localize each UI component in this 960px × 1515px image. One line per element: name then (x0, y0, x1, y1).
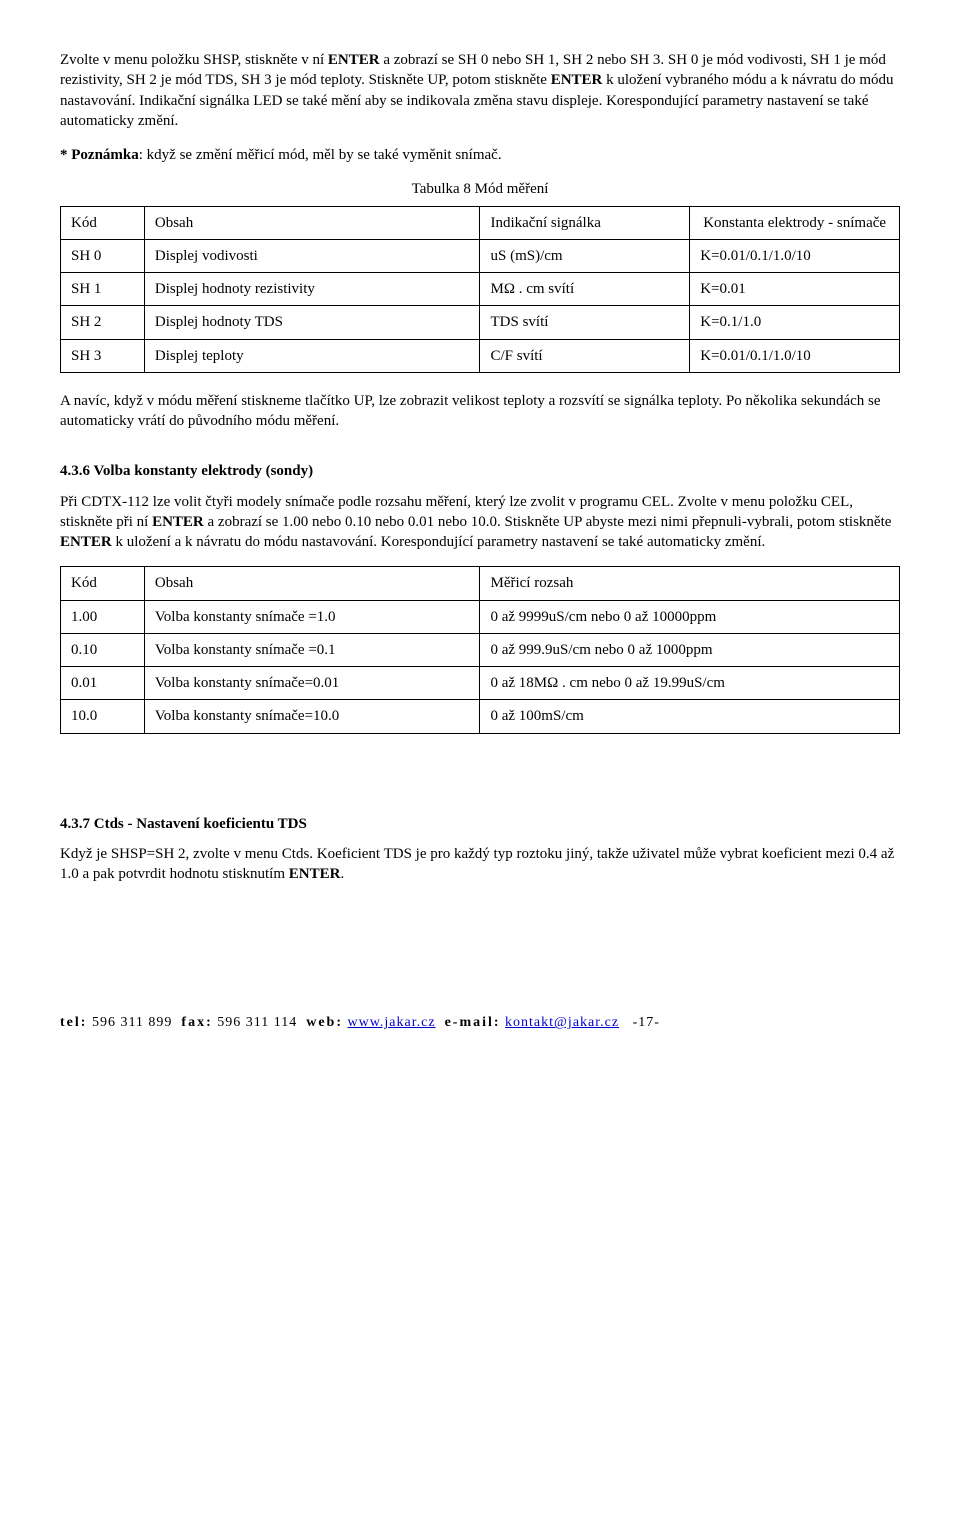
text: a zobrazí se 1.00 nebo 0.10 nebo 0.01 ne… (204, 514, 892, 530)
header-code: Kód (61, 567, 145, 600)
cell: 0 až 999.9uS/cm nebo 0 až 1000ppm (480, 633, 900, 666)
cell: Displej hodnoty TDS (144, 306, 480, 339)
header-content: Obsah (144, 206, 480, 239)
cell: SH 2 (61, 306, 145, 339)
email-label: e-mail: (445, 1015, 501, 1030)
cell: Volba konstanty snímače=0.01 (144, 667, 480, 700)
cell: C/F svítí (480, 339, 690, 372)
cell: K=0.01 (690, 273, 900, 306)
paragraph-up-note: A navíc, když v módu měření stiskneme tl… (60, 391, 900, 432)
cell: Displej teploty (144, 339, 480, 372)
cell: Volba konstanty snímače =0.1 (144, 633, 480, 666)
cell: 0.10 (61, 633, 145, 666)
section-heading-437: 4.3.7 Ctds - Nastavení koeficientu TDS (60, 814, 900, 834)
cell: K=0.01/0.1/1.0/10 (690, 239, 900, 272)
enter-key: ENTER (289, 866, 341, 882)
text: Zvolte v menu položku SHSP, stiskněte v … (60, 52, 328, 68)
enter-key: ENTER (60, 534, 112, 550)
table-mode-measurement: Kód Obsah Indikační signálka Konstanta e… (60, 206, 900, 373)
table-row: 10.0 Volba konstanty snímače=10.0 0 až 1… (61, 700, 900, 733)
cell: Displej hodnoty rezistivity (144, 273, 480, 306)
cell: MΩ . cm svítí (480, 273, 690, 306)
paragraph-ctds: Když je SHSP=SH 2, zvolte v menu Ctds. K… (60, 844, 900, 885)
paragraph-electrode-const: Při CDTX-112 lze volit čtyři modely sním… (60, 492, 900, 553)
note: * Poznámka: když se změní měřicí mód, mě… (60, 145, 900, 165)
cell: Displej vodivosti (144, 239, 480, 272)
table-row: 0.10 Volba konstanty snímače =0.1 0 až 9… (61, 633, 900, 666)
cell: 0.01 (61, 667, 145, 700)
cell: 0 až 18MΩ . cm nebo 0 až 19.99uS/cm (480, 667, 900, 700)
cell: SH 0 (61, 239, 145, 272)
page-footer: tel: 596 311 899 fax: 596 311 114 web: w… (60, 1014, 900, 1033)
header-constant: Konstanta elektrody - snímače (690, 206, 900, 239)
table-electrode-const: Kód Obsah Měřicí rozsah 1.00 Volba konst… (60, 566, 900, 733)
web-link[interactable]: www.jakar.cz (348, 1015, 436, 1030)
cell: Volba konstanty snímače=10.0 (144, 700, 480, 733)
note-label: * Poznámka (60, 147, 139, 163)
enter-key: ENTER (551, 72, 603, 88)
cell: TDS svítí (480, 306, 690, 339)
page-number: -17- (633, 1015, 660, 1030)
cell: K=0.1/1.0 (690, 306, 900, 339)
text: . (340, 866, 344, 882)
text: k uložení a k návratu do módu nastavován… (112, 534, 766, 550)
fax-value: 596 311 114 (217, 1015, 297, 1030)
table-header-row: Kód Obsah Indikační signálka Konstanta e… (61, 206, 900, 239)
table-row: SH 1 Displej hodnoty rezistivity MΩ . cm… (61, 273, 900, 306)
fax-label: fax: (181, 1015, 212, 1030)
table-row: SH 2 Displej hodnoty TDS TDS svítí K=0.1… (61, 306, 900, 339)
section-heading-436: 4.3.6 Volba konstanty elektrody (sondy) (60, 461, 900, 481)
email-link[interactable]: kontakt@jakar.cz (505, 1015, 619, 1030)
enter-key: ENTER (152, 514, 204, 530)
table-row: 0.01 Volba konstanty snímače=0.01 0 až 1… (61, 667, 900, 700)
cell: uS (mS)/cm (480, 239, 690, 272)
cell: SH 1 (61, 273, 145, 306)
enter-key: ENTER (328, 52, 380, 68)
table-header-row: Kód Obsah Měřicí rozsah (61, 567, 900, 600)
header-range: Měřicí rozsah (480, 567, 900, 600)
table-row: SH 0 Displej vodivosti uS (mS)/cm K=0.01… (61, 239, 900, 272)
note-text: : když se změní měřicí mód, měl by se ta… (139, 147, 502, 163)
cell: 0 až 100mS/cm (480, 700, 900, 733)
tel-label: tel: (60, 1015, 87, 1030)
paragraph-mode-select: Zvolte v menu položku SHSP, stiskněte v … (60, 50, 900, 131)
cell: 10.0 (61, 700, 145, 733)
header-code: Kód (61, 206, 145, 239)
table-row: 1.00 Volba konstanty snímače =1.0 0 až 9… (61, 600, 900, 633)
cell: 0 až 9999uS/cm nebo 0 až 10000ppm (480, 600, 900, 633)
cell: Volba konstanty snímače =1.0 (144, 600, 480, 633)
cell: K=0.01/0.1/1.0/10 (690, 339, 900, 372)
tel-value: 596 311 899 (92, 1015, 172, 1030)
table-row: SH 3 Displej teploty C/F svítí K=0.01/0.… (61, 339, 900, 372)
cell: 1.00 (61, 600, 145, 633)
cell: SH 3 (61, 339, 145, 372)
header-content: Obsah (144, 567, 480, 600)
header-indicator: Indikační signálka (480, 206, 690, 239)
table-caption: Tabulka 8 Mód měření (60, 179, 900, 199)
text: Když je SHSP=SH 2, zvolte v menu Ctds. K… (60, 846, 894, 882)
web-label: web: (306, 1015, 343, 1030)
